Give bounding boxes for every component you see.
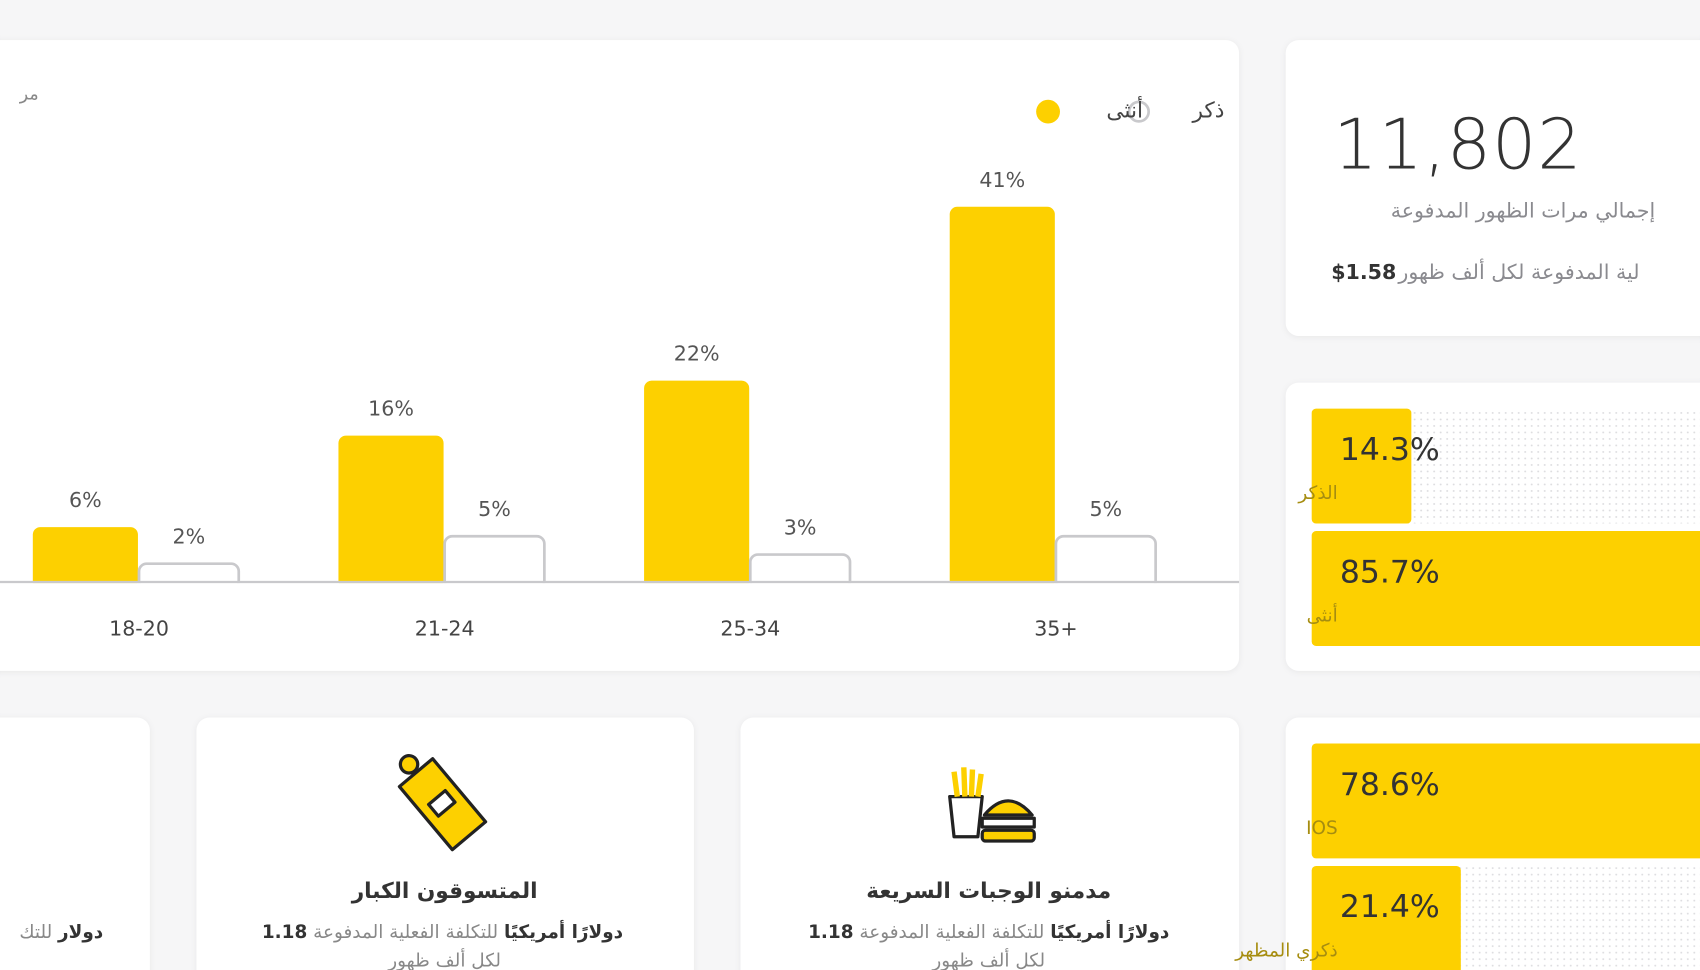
- card-cost-text: للتك: [19, 922, 52, 943]
- bar-value-label: 21.4%: [1340, 889, 1440, 925]
- bar-value-label: 85.7%: [1340, 554, 1440, 590]
- card-cost: دولار للتك: [19, 922, 103, 943]
- card-cost-lead: دولارًا أمريكيًا: [1050, 920, 1169, 943]
- card-cost-value: 1.18: [262, 922, 307, 943]
- impressions-value: 11,802: [1333, 106, 1582, 186]
- bar: [1311, 865, 1461, 970]
- card-cost-tail: لكل ألف ظهور: [931, 948, 1045, 970]
- legend-label: ذكر: [1191, 99, 1224, 124]
- fast-food-icon: [948, 767, 1036, 843]
- bar: [1311, 743, 1700, 859]
- bar-value-label: 78.6%: [1340, 767, 1440, 803]
- x-tick-label: 25-34: [720, 617, 780, 641]
- value-label: 5%: [478, 497, 511, 521]
- age-chart-card: [0, 40, 1240, 671]
- card-cost-text: للتكلفة الفعلية المدفوعة: [859, 922, 1044, 943]
- bar-label: IOS: [1306, 818, 1338, 839]
- bar: [1311, 408, 1412, 524]
- legend-swatch: [1127, 100, 1151, 123]
- audience-card: [0, 717, 150, 970]
- chart-corner-text: مر: [19, 84, 39, 104]
- value-label: 3%: [784, 516, 817, 540]
- bar: [1054, 534, 1157, 590]
- bar-label: أنثى: [1307, 604, 1338, 627]
- value-label: 5%: [1089, 497, 1122, 521]
- x-tick-label: 18-20: [109, 617, 169, 641]
- bar: [338, 435, 444, 589]
- x-tick-label: 35+: [1034, 617, 1077, 641]
- audience-card: [196, 717, 694, 970]
- legend-label: أنثى: [1106, 96, 1143, 124]
- cpm-value: $1.58: [1331, 260, 1396, 284]
- bar: [443, 534, 546, 590]
- card-cost-value: 1.18: [808, 922, 853, 943]
- value-label: 6%: [69, 488, 102, 512]
- bar-label: الذكر: [1297, 483, 1337, 504]
- bar-value-label: 14.3%: [1340, 432, 1440, 468]
- impressions-label: إجمالي مرات الظهور المدفوعة: [1391, 198, 1656, 223]
- x-tick-label: 21-24: [415, 617, 475, 641]
- value-label: 16%: [368, 397, 414, 421]
- chart-layer: 18-20 21-24 25-34 35+ 6% 16% 22% 41% 2% 5% 3% 5% ذكر…: [0, 96, 1700, 970]
- card-cost: دولارًا أمريكيًا للتكلفة الفعلية المدفوع…: [262, 920, 623, 943]
- value-label: 2%: [173, 525, 206, 549]
- value-label: 41%: [979, 168, 1025, 192]
- bar-label: ذكري المظهر: [1234, 941, 1337, 962]
- bar: [1311, 531, 1700, 646]
- card-title: المتسوقون الكبار: [351, 879, 538, 904]
- audience-card: [740, 717, 1240, 970]
- baseline-cover: [0, 583, 1240, 594]
- bar: [32, 527, 138, 589]
- card-cost-tail: لكل ألف ظهور: [387, 948, 501, 970]
- card-cost-lead: دولارًا أمريكيًا: [504, 920, 623, 943]
- value-label: 22%: [674, 342, 720, 366]
- legend-swatch: [1036, 99, 1060, 124]
- shopping-tag-icon: [397, 754, 488, 852]
- bar: [949, 206, 1055, 589]
- bar: [644, 380, 750, 589]
- card-cost-lead: دولار: [57, 922, 103, 943]
- card-title: مدمنو الوجبات السريعة: [866, 879, 1111, 904]
- cpm-label: لية المدفوعة لكل ألف ظهور: [1397, 258, 1639, 284]
- card-cost-text: للتكلفة الفعلية المدفوعة: [313, 922, 498, 943]
- stats-card: [1285, 40, 1700, 336]
- card-cost: دولارًا أمريكيًا للتكلفة الفعلية المدفوع…: [808, 920, 1169, 943]
